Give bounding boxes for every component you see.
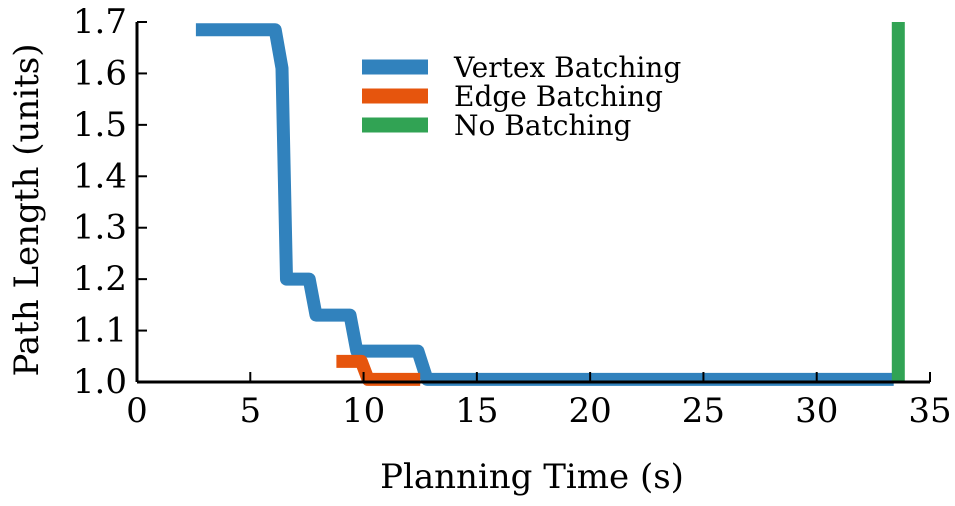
x-tick-label: 25 — [682, 391, 725, 431]
legend-label: No Batching — [454, 109, 631, 142]
y-tick-label: 1.3 — [73, 208, 127, 248]
y-tick-label: 1.6 — [73, 53, 127, 93]
x-tick-label: 0 — [126, 391, 148, 431]
y-tick-label: 1.2 — [73, 259, 127, 299]
axes — [135, 21, 931, 384]
x-tick-label: 15 — [455, 391, 498, 431]
x-axis-title: Planning Time (s) — [380, 457, 684, 497]
legend-label: Vertex Batching — [453, 51, 681, 84]
y-tick-label: 1.7 — [73, 2, 127, 42]
series-line-edge-batching — [336, 354, 421, 386]
plot-lines — [195, 22, 905, 386]
y-tick-label: 1.4 — [73, 156, 127, 196]
y-tick-label: 1.1 — [73, 311, 127, 351]
y-tick-label: 1.5 — [73, 105, 127, 145]
x-tick-label: 5 — [239, 391, 261, 431]
y-tick-label: 1.0 — [73, 362, 127, 402]
x-tick-label: 30 — [795, 391, 838, 431]
x-tick-label: 10 — [342, 391, 385, 431]
tick-labels: 0 5 10 15 20 25 30 35 1.0 1.1 1.2 1.3 1.4 1.5 1.6 1.7 — [73, 2, 952, 431]
legend-label: Edge Batching — [454, 80, 663, 113]
series-line-vertex-batching — [195, 23, 894, 386]
y-axis-title: Path Length (units) — [7, 43, 47, 376]
x-tick-label: 20 — [569, 391, 612, 431]
x-tick-label: 35 — [908, 391, 951, 431]
